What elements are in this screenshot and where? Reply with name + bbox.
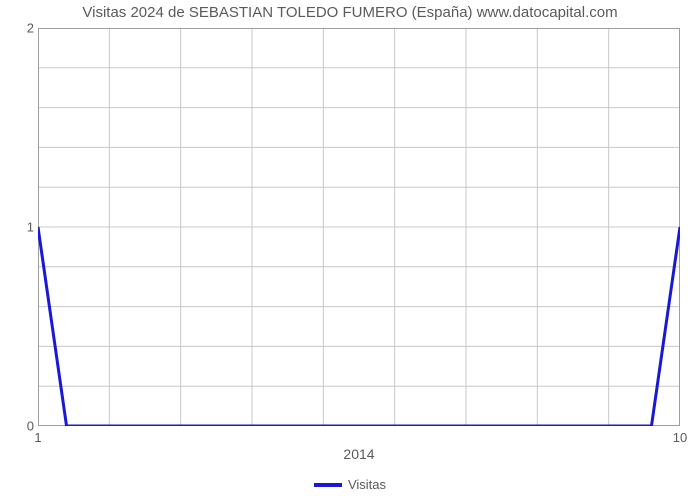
x-tick-label: 10 [673,430,687,445]
y-tick-label: 2 [20,21,34,36]
chart-title: Visitas 2024 de SEBASTIAN TOLEDO FUMERO … [0,4,700,21]
x-axis-label: 2014 [343,446,374,462]
x-tick-label: 1 [34,430,41,445]
chart-container: Visitas 2024 de SEBASTIAN TOLEDO FUMERO … [0,0,700,500]
plot-area [38,28,680,426]
legend-label: Visitas [348,477,386,492]
legend-swatch [314,483,342,487]
y-tick-label: 1 [20,220,34,235]
legend: Visitas [0,476,700,492]
y-tick-label: 0 [20,419,34,434]
